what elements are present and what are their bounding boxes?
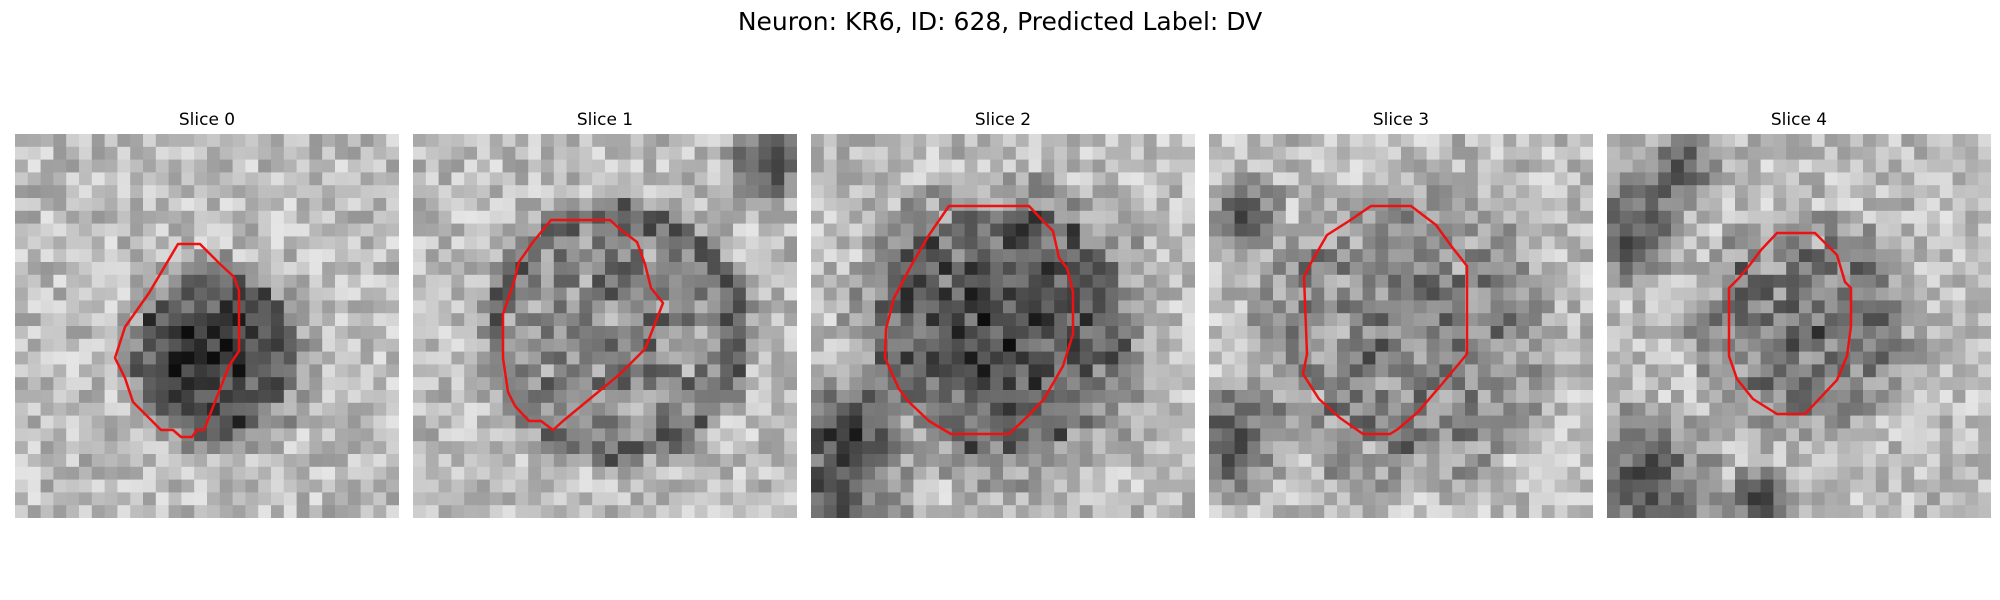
grayscale-pixels [1607,134,1991,518]
slice-image [811,134,1195,518]
slice-panel-1: Slice 1 [413,108,797,518]
grayscale-pixels [15,134,399,518]
slice-title: Slice 3 [1372,110,1430,130]
grayscale-pixels [1209,134,1593,518]
figure-title: Neuron: KR6, ID: 628, Predicted Label: D… [737,7,1263,36]
slice-image [413,134,797,518]
slice-title: Slice 2 [974,110,1032,130]
contour-outline [1301,204,1469,436]
slice-title: Slice 1 [576,110,634,130]
slice-panel-4: Slice 4 [1607,108,1991,518]
contour-outline [883,204,1075,436]
slice-image [1209,134,1593,518]
slice-image [1607,134,1991,518]
slice-image [15,134,399,518]
contour-outline [1727,231,1853,416]
slice-panel-2: Slice 2 [811,108,1195,518]
grayscale-pixels [811,134,1195,518]
slice-panel-3: Slice 3 [1209,108,1593,518]
grayscale-pixels [413,134,797,518]
contour-outline [113,242,241,439]
slice-title: Slice 4 [1770,110,1828,130]
contour-outline [501,218,665,432]
slice-title: Slice 0 [178,110,236,130]
slice-panel-0: Slice 0 [15,108,399,518]
